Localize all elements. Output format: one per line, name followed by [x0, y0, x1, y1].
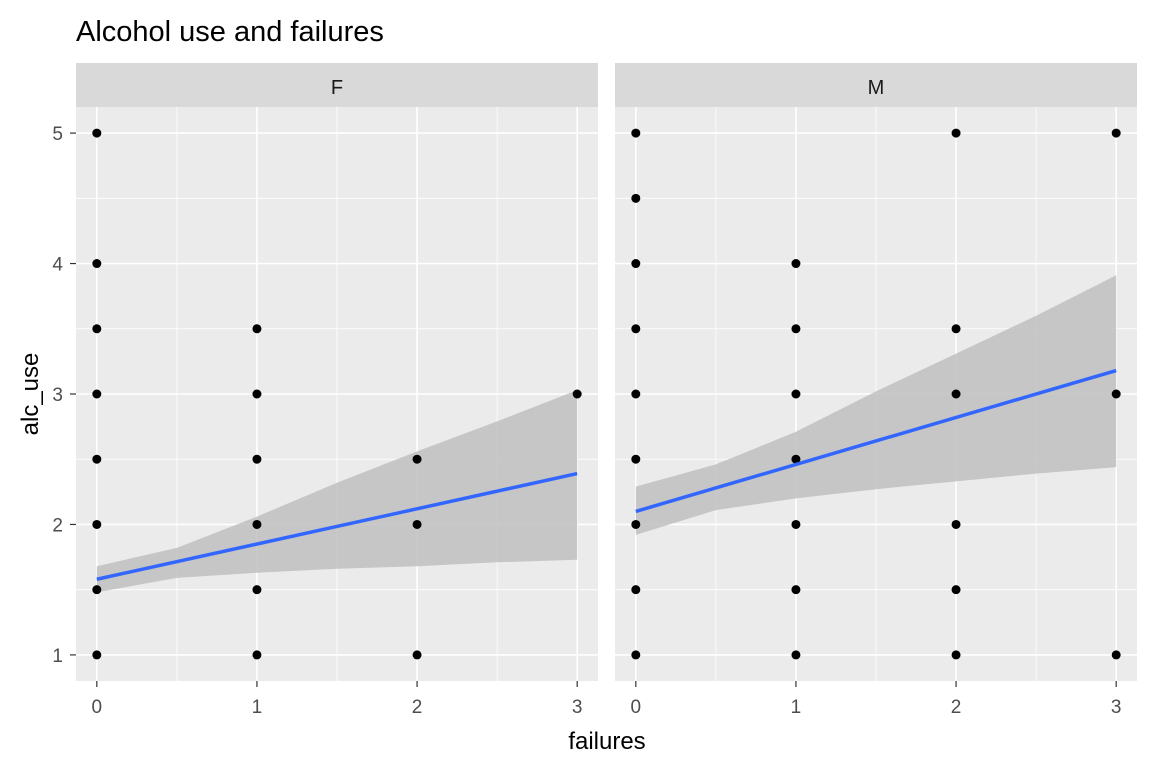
- y-tick-label: 3: [52, 385, 63, 406]
- data-point: [791, 519, 801, 529]
- data-point: [252, 389, 262, 399]
- y-tick-label: 2: [52, 515, 63, 536]
- data-point: [631, 193, 641, 203]
- x-tick-label: 0: [631, 697, 642, 718]
- confidence-band-m: [635, 275, 1117, 535]
- x-tick-label: 3: [572, 697, 583, 718]
- x-tick-label: 3: [1111, 697, 1122, 718]
- confidence-band-f: [96, 390, 578, 593]
- data-point: [1111, 128, 1121, 138]
- data-point: [92, 389, 102, 399]
- data-point: [92, 128, 102, 138]
- data-point: [92, 650, 102, 660]
- data-point: [631, 519, 641, 529]
- fit-line-m: [635, 368, 1117, 514]
- strip-label-f: F: [331, 77, 343, 99]
- x-axis-title: failures: [568, 728, 645, 755]
- data-point: [631, 454, 641, 464]
- facet-panel-f: F 0 1 2 3 1 2 3 4 5: [52, 63, 598, 718]
- y-tick-label: 5: [52, 124, 63, 145]
- x-tick-label: 1: [791, 697, 802, 718]
- data-point: [92, 324, 102, 334]
- data-point: [951, 324, 961, 334]
- x-tick-label: 2: [951, 697, 962, 718]
- facets: F 0 1 2 3 1 2 3 4 5 M 0 1 2 3: [52, 63, 1137, 718]
- data-point: [252, 519, 262, 529]
- data-point: [412, 650, 422, 660]
- strip-f: [76, 63, 598, 107]
- data-point: [791, 324, 801, 334]
- strip-m: [615, 63, 1137, 107]
- strip-label-m: M: [868, 77, 885, 99]
- data-point: [631, 259, 641, 269]
- data-point: [951, 519, 961, 529]
- y-tick-label: 4: [52, 255, 63, 276]
- data-point: [1111, 389, 1121, 399]
- x-tick-label: 0: [92, 697, 103, 718]
- data-point: [791, 650, 801, 660]
- data-point: [92, 454, 102, 464]
- fit-line-f: [96, 471, 578, 581]
- data-point: [631, 389, 641, 399]
- data-point: [791, 585, 801, 595]
- data-point: [92, 259, 102, 269]
- data-point: [252, 454, 262, 464]
- data-point: [1111, 650, 1121, 660]
- data-point: [951, 650, 961, 660]
- data-point: [412, 519, 422, 529]
- data-point: [951, 585, 961, 595]
- facet-panel-m: M 0 1 2 3: [615, 63, 1137, 718]
- data-point: [92, 585, 102, 595]
- data-point: [631, 650, 641, 660]
- y-axis-title: alc_use: [17, 353, 44, 436]
- data-point: [92, 519, 102, 529]
- data-point: [951, 389, 961, 399]
- data-point: [631, 128, 641, 138]
- data-point: [791, 454, 801, 464]
- data-point: [252, 324, 262, 334]
- y-tick-label: 1: [52, 646, 63, 667]
- x-tick-label: 1: [252, 697, 263, 718]
- data-point: [791, 389, 801, 399]
- data-point: [631, 585, 641, 595]
- data-point: [791, 259, 801, 269]
- data-point: [631, 324, 641, 334]
- chart-title: Alcohol use and failures: [76, 16, 384, 48]
- x-tick-label: 2: [412, 697, 423, 718]
- data-point: [252, 650, 262, 660]
- data-point: [951, 128, 961, 138]
- data-point: [412, 454, 422, 464]
- data-point: [252, 585, 262, 595]
- data-point: [572, 389, 582, 399]
